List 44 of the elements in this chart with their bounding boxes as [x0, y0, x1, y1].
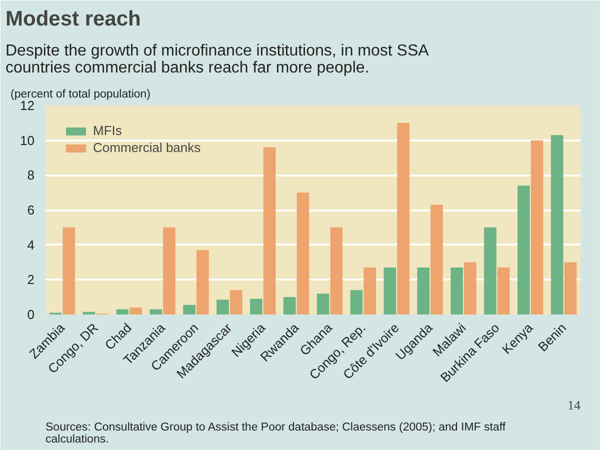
bar	[330, 227, 343, 314]
bar	[130, 308, 142, 314]
bar	[62, 227, 76, 314]
y-axis-title: (percent of total population)	[10, 88, 151, 100]
bar	[430, 204, 443, 314]
bar	[564, 262, 577, 314]
bar	[497, 267, 510, 314]
bar	[150, 309, 162, 314]
bar	[450, 267, 463, 314]
chart-subtitle: Despite the growth of microfinance institutions, in most SSA countries commercial banks reach far more people.	[6, 42, 430, 76]
y-tick-label: 0	[27, 307, 35, 322]
bar	[183, 304, 196, 314]
bar	[464, 262, 476, 314]
bar	[384, 267, 396, 314]
y-tick-label: 8	[27, 168, 35, 183]
bar	[230, 290, 242, 314]
bar	[417, 267, 430, 314]
y-tick-label: 2	[27, 272, 35, 288]
bar	[283, 297, 296, 314]
y-tick-label: 6	[27, 202, 35, 218]
y-tick-label: 10	[20, 132, 35, 148]
bar	[296, 192, 310, 314]
bar	[518, 186, 530, 314]
bar	[163, 227, 176, 314]
legend-label: Commercial banks	[93, 140, 201, 155]
y-tick-label: 4	[27, 237, 35, 252]
bar	[316, 294, 330, 314]
y-tick-label: 12	[20, 98, 35, 113]
bar	[216, 300, 229, 314]
bar	[196, 250, 209, 314]
bar	[250, 298, 262, 314]
legend-label: MFIs	[93, 123, 122, 138]
bar	[263, 147, 276, 314]
bar	[484, 227, 496, 314]
bar	[397, 122, 410, 314]
bar	[550, 135, 564, 314]
bar	[350, 290, 363, 314]
bar	[82, 312, 96, 314]
bar	[116, 309, 129, 314]
bar	[530, 140, 544, 314]
chart-title: Modest reach	[6, 8, 141, 30]
bar	[364, 267, 376, 314]
source-note: Sources: Consultative Group to Assist the Poor database; Claessens (2005); and IMF staff calculations.	[46, 422, 506, 446]
text: 14	[568, 398, 581, 412]
